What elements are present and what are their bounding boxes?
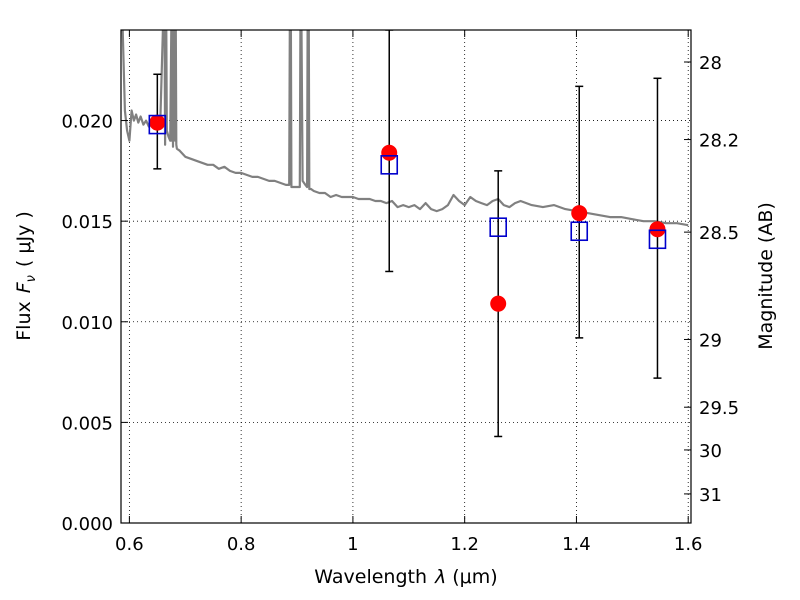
- y-tick-label: 0.015: [61, 212, 113, 233]
- observed-point: [149, 114, 166, 131]
- x-tick-label: 1.4: [562, 534, 591, 555]
- y2-tick-label: 28: [699, 53, 722, 74]
- x-tick-label: 1: [347, 534, 358, 555]
- y2-tick-label: 29: [699, 330, 722, 351]
- plot-area: [121, 30, 689, 438]
- y2-tick-label: 29.5: [699, 398, 739, 419]
- synthetic-point: [380, 155, 399, 175]
- axis-ticks: 0.6 0.8 1 1.2 1.4 1.6 0.000 0.005 0.010 0.015 0.02…: [61, 30, 739, 555]
- y2-tick-label: 28.2: [699, 131, 739, 152]
- y-tick-label: 0.020: [61, 112, 113, 133]
- observed-point: [490, 295, 507, 312]
- y2-tick-label: 28.5: [699, 223, 739, 244]
- y2-axis-label: Magnitude (AB): [755, 202, 777, 350]
- plot-frame: [120, 29, 692, 524]
- x-tick-label: 1.2: [450, 534, 479, 555]
- x-tick-label: 1.6: [674, 534, 703, 555]
- model-spectrum-line: [121, 30, 689, 227]
- synthetic-point: [570, 221, 589, 242]
- y2-tick-label: 30: [699, 441, 722, 462]
- synthetic-point: [648, 229, 667, 250]
- y-axis-label: FluxFν( μJy ): [13, 211, 39, 341]
- y-tick-label: 0.005: [61, 413, 113, 434]
- synthetic-point: [489, 217, 508, 237]
- y-tick-label: 0.010: [61, 313, 113, 334]
- x-tick-label: 0.6: [115, 534, 144, 555]
- x-axis-label: Wavelength λ (μm): [314, 566, 497, 588]
- y-tick-label: 0.000: [61, 514, 113, 535]
- synthetic-point: [148, 114, 167, 135]
- observed-point: [649, 221, 666, 238]
- observed-point: [381, 144, 398, 161]
- y2-tick-label: 31: [699, 485, 722, 506]
- observed-point: [571, 205, 588, 222]
- x-tick-label: 0.8: [227, 534, 256, 555]
- plot-background: [121, 30, 691, 523]
